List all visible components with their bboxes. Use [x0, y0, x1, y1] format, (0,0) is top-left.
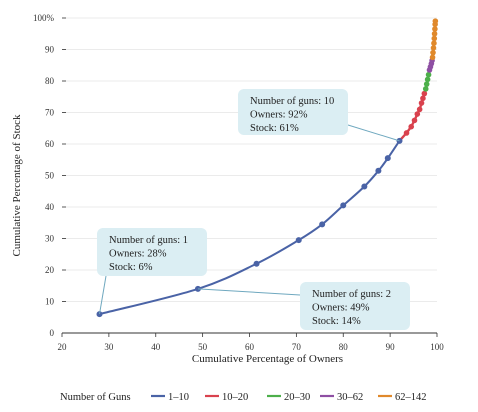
- data-point-10–20: [420, 95, 426, 102]
- legend-item-30–62: 30–62: [320, 392, 363, 403]
- legend-label: 20–30: [284, 392, 310, 403]
- callout-leader: [347, 124, 400, 142]
- x-tick-label: 20: [58, 342, 68, 352]
- data-point-1–10: [319, 221, 326, 228]
- data-point-1–10: [375, 167, 382, 174]
- x-tick-label: 70: [292, 342, 302, 352]
- data-point-62–142: [431, 35, 438, 42]
- data-point-10–20: [414, 111, 421, 117]
- callout-box: [97, 228, 207, 276]
- data-point-10–20: [411, 117, 418, 124]
- data-point-20–30: [424, 76, 431, 83]
- y-tick-label: 20: [45, 265, 55, 275]
- curve-layer: [96, 18, 439, 318]
- callout-line: Owners: 49%: [312, 303, 370, 314]
- callout-box: [238, 89, 348, 135]
- callout-2: Number of guns: 2 Owners: 49% Stock: 14%: [197, 282, 410, 330]
- data-point-10–20: [403, 130, 410, 136]
- y-tick-label: 80: [45, 76, 55, 86]
- data-point-1–10: [253, 260, 260, 267]
- callout-line: Number of guns: 10: [250, 96, 334, 107]
- data-point-1–10: [295, 237, 302, 244]
- callout-3: Number of guns: 10 Owners: 92% Stock: 61%: [238, 89, 400, 142]
- data-point-62–142: [430, 49, 436, 56]
- data-point-62–142: [431, 30, 438, 37]
- data-point-10–20: [421, 90, 428, 97]
- legend-title: Number of Guns: [60, 392, 131, 403]
- legend-label: 62–142: [395, 392, 427, 403]
- callout-line: Number of guns: 2: [312, 289, 391, 300]
- legend: Number of Guns 1–10 10–20 20–30 30–62 62–142: [60, 392, 427, 403]
- callout-line: Stock: 61%: [250, 123, 299, 134]
- callout-leader: [197, 288, 301, 296]
- data-point-1–10: [361, 183, 368, 190]
- x-tick-label: 50: [198, 342, 208, 352]
- callout-1: Number of guns: 1 Owners: 28% Stock: 6%: [97, 228, 207, 315]
- axes: 0 10 20 30 40 50 60 70 80 90 100% 20 30 40 50 60 70 80 90 1…: [11, 13, 444, 365]
- y-tick-label: 40: [45, 202, 55, 212]
- data-point-62–142: [432, 26, 438, 32]
- x-axis-title: Cumulative Percentage of Owners: [192, 353, 343, 365]
- data-point-20–30: [423, 81, 430, 87]
- legend-label: 1–10: [168, 392, 189, 403]
- data-point-62–142: [430, 45, 437, 51]
- x-tick-label: 40: [151, 342, 161, 352]
- legend-item-10–20: 10–20: [205, 392, 248, 403]
- y-tick-label: 100%: [33, 13, 55, 23]
- y-tick-label: 60: [45, 139, 55, 149]
- callout-line: Stock: 6%: [109, 262, 153, 273]
- y-tick-label: 90: [45, 45, 55, 55]
- x-tick-label: 80: [339, 342, 349, 352]
- callout-line: Number of guns: 1: [109, 235, 188, 246]
- legend-label: 10–20: [222, 392, 248, 403]
- y-tick-label: 50: [45, 171, 55, 181]
- callout-box: [300, 282, 410, 330]
- data-point-10–20: [416, 106, 423, 113]
- y-tick-label: 30: [45, 234, 55, 244]
- data-point-1–10: [384, 155, 391, 162]
- callout-leader: [99, 275, 107, 315]
- data-point-10–20: [418, 100, 425, 106]
- x-tick-label: 60: [245, 342, 255, 352]
- callout-line: Stock: 14%: [312, 316, 361, 327]
- data-point-20–30: [422, 86, 429, 92]
- x-tick-label: 30: [104, 342, 114, 352]
- y-axis-title: Cumulative Percentage of Stock: [11, 114, 23, 257]
- data-point-62–142: [432, 18, 439, 24]
- data-point-1–10: [340, 202, 347, 209]
- data-point-20–30: [425, 71, 432, 78]
- legend-item-20–30: 20–30: [267, 392, 310, 403]
- y-tick-label: 0: [50, 328, 55, 338]
- data-point-62–142: [429, 54, 436, 61]
- series-line-1-10: [99, 140, 401, 316]
- x-tick-label: 100: [430, 342, 444, 352]
- callout-line: Owners: 92%: [250, 110, 308, 121]
- y-tick-label: 10: [45, 297, 55, 307]
- legend-label: 30–62: [337, 392, 363, 403]
- data-point-62–142: [431, 40, 437, 46]
- callout-line: Owners: 28%: [109, 249, 167, 260]
- y-tick-label: 70: [45, 108, 55, 118]
- x-tick-label: 90: [386, 342, 396, 352]
- legend-item-1–10: 1–10: [151, 392, 189, 403]
- legend-item-62–142: 62–142: [378, 392, 427, 403]
- data-point-10–20: [408, 123, 415, 130]
